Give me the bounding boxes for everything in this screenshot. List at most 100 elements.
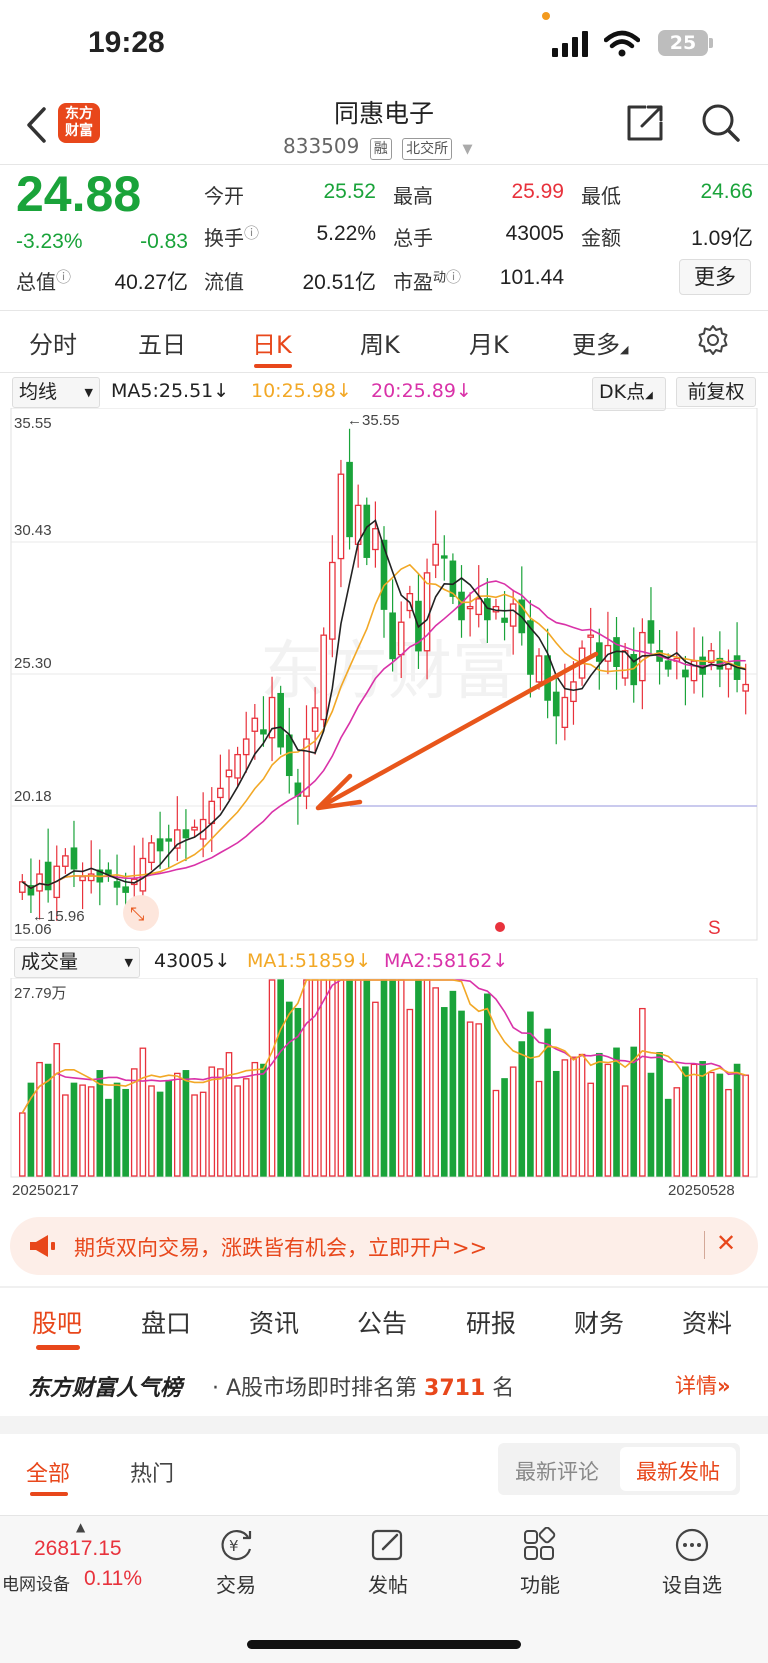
- volume-ma1: MA1:51859↓: [247, 950, 372, 972]
- volume-bar: [268, 979, 276, 1177]
- tab-monthly-k[interactable]: 月K: [469, 331, 509, 359]
- tab-daily-k[interactable]: 日K: [252, 331, 292, 359]
- candle: [260, 729, 267, 735]
- tab-research[interactable]: 研报: [466, 1309, 517, 1338]
- volume-bar: [337, 979, 345, 1177]
- share-icon[interactable]: [624, 102, 666, 144]
- ma10-value: 10:25.98↓: [251, 380, 352, 402]
- nav-functions[interactable]: 功能: [490, 1527, 590, 1598]
- candle: [527, 620, 534, 675]
- volume-bar: [432, 987, 439, 1177]
- volume-bar: [423, 979, 431, 1177]
- y-label: 20.18: [14, 788, 52, 805]
- banner-text[interactable]: 期货双向交易，涨跌皆有机会，立即开户>>: [74, 1236, 488, 1260]
- volume-bar: [156, 1091, 164, 1177]
- indicator-selector[interactable]: 成交量 ▼: [14, 947, 140, 978]
- volume-bar: [182, 1070, 190, 1177]
- search-icon[interactable]: [700, 102, 742, 144]
- info-icon[interactable]: ⓘ: [56, 268, 72, 286]
- tab-hot-posts[interactable]: 热门: [130, 1462, 175, 1487]
- volume-bar: [682, 1066, 689, 1177]
- volume-bar: [725, 1088, 732, 1177]
- tab-all-posts[interactable]: 全部: [26, 1462, 71, 1487]
- expand-button-bg: [123, 895, 159, 931]
- stock-code-line[interactable]: 833509 融 北交所 ▼: [283, 134, 472, 160]
- tab-more-periods[interactable]: 更多◢: [572, 331, 629, 359]
- info-icon[interactable]: ⓘ: [446, 268, 462, 286]
- candle: [311, 707, 319, 732]
- high-label: 最高: [393, 184, 433, 208]
- volume-bar: [733, 1063, 741, 1177]
- volume-bar: [415, 979, 422, 1177]
- ma10-line: [21, 563, 746, 890]
- tabs-divider: [0, 372, 768, 373]
- sort-latest-comment[interactable]: 最新评论: [515, 1460, 599, 1484]
- dk-point-button[interactable]: DK点◢: [592, 377, 666, 411]
- nav-trade[interactable]: ¥ 交易: [186, 1527, 286, 1598]
- tab-weekly-k[interactable]: 周K: [360, 331, 400, 359]
- volume-bar: [664, 1098, 672, 1177]
- float-cap-label: 流值: [204, 270, 244, 294]
- float-cap-value: 20.51亿: [302, 271, 376, 294]
- candle: [552, 691, 560, 717]
- index-value[interactable]: 26817.15: [34, 1537, 122, 1560]
- volume-ma1-line: [21, 979, 746, 1114]
- popularity-brand: 东方财富人气榜: [28, 1376, 183, 1401]
- amount-value: 1.09亿: [691, 227, 753, 250]
- tab-announcement[interactable]: 公告: [357, 1309, 408, 1338]
- more-quote-button[interactable]: 更多: [679, 259, 751, 295]
- index-expand-icon[interactable]: ▲: [76, 1520, 86, 1534]
- tab-finance[interactable]: 财务: [574, 1309, 625, 1338]
- volume-bar: [44, 1063, 52, 1177]
- kline-chart[interactable]: 东方财富 S ⤡: [0, 408, 768, 943]
- tab-guba[interactable]: 股吧: [32, 1309, 83, 1338]
- stock-code: 833509: [283, 134, 360, 158]
- margin-tag: 融: [369, 138, 392, 160]
- volume-bar: [656, 1052, 663, 1177]
- index-name[interactable]: 电网设备: [2, 1575, 70, 1595]
- close-icon[interactable]: ✕: [716, 1229, 737, 1257]
- price-adjust-button[interactable]: 前复权: [676, 377, 756, 407]
- sort-latest-post[interactable]: 最新发帖: [636, 1460, 720, 1484]
- expand-icon[interactable]: ⤡: [130, 904, 144, 925]
- candle: [36, 873, 43, 892]
- volume-bar: [587, 1082, 595, 1177]
- candle: [182, 829, 190, 839]
- compose-icon: [371, 1529, 403, 1561]
- section-divider: [0, 1286, 768, 1288]
- change-value: -0.83: [140, 230, 188, 253]
- tab-intraday[interactable]: 分时: [29, 331, 77, 359]
- nav-post[interactable]: 发帖: [338, 1527, 438, 1598]
- y-label: 30.43: [14, 522, 52, 539]
- ma-selector[interactable]: 均线 ▼: [12, 377, 100, 408]
- change-percent: -3.23%: [16, 230, 83, 253]
- tab-pankou[interactable]: 盘口: [141, 1309, 192, 1338]
- info-icon[interactable]: ⓘ: [244, 224, 260, 242]
- promo-banner[interactable]: [10, 1217, 758, 1275]
- settings-gear-icon[interactable]: [697, 324, 729, 356]
- amount-label: 金额: [581, 226, 621, 250]
- candle: [475, 598, 483, 616]
- volume-bar: [406, 1008, 414, 1177]
- volume-bar: [492, 1089, 500, 1177]
- ranking-detail-link[interactable]: 详情»: [675, 1374, 731, 1398]
- candle: [380, 539, 388, 610]
- tab-profile[interactable]: 资料: [682, 1309, 733, 1338]
- volume-bar: [389, 979, 396, 1177]
- candle: [79, 875, 86, 882]
- dropdown-icon[interactable]: ▼: [462, 142, 473, 157]
- volume-bar: [613, 1047, 620, 1177]
- volume-bar: [630, 1046, 638, 1177]
- low-value: 24.66: [700, 180, 753, 203]
- candle: [501, 617, 508, 623]
- megaphone-icon: [30, 1235, 55, 1257]
- volume-chart[interactable]: [0, 978, 768, 1180]
- tab-five-day[interactable]: 五日: [138, 331, 186, 359]
- nav-watchlist[interactable]: 设自选: [642, 1527, 742, 1598]
- tab-news[interactable]: 资讯: [249, 1309, 300, 1338]
- candle: [285, 734, 293, 777]
- volume-bar: [570, 1056, 577, 1177]
- status-time: 19:28: [88, 26, 165, 59]
- back-icon[interactable]: [24, 106, 48, 144]
- index-change[interactable]: 0.11%: [84, 1567, 142, 1590]
